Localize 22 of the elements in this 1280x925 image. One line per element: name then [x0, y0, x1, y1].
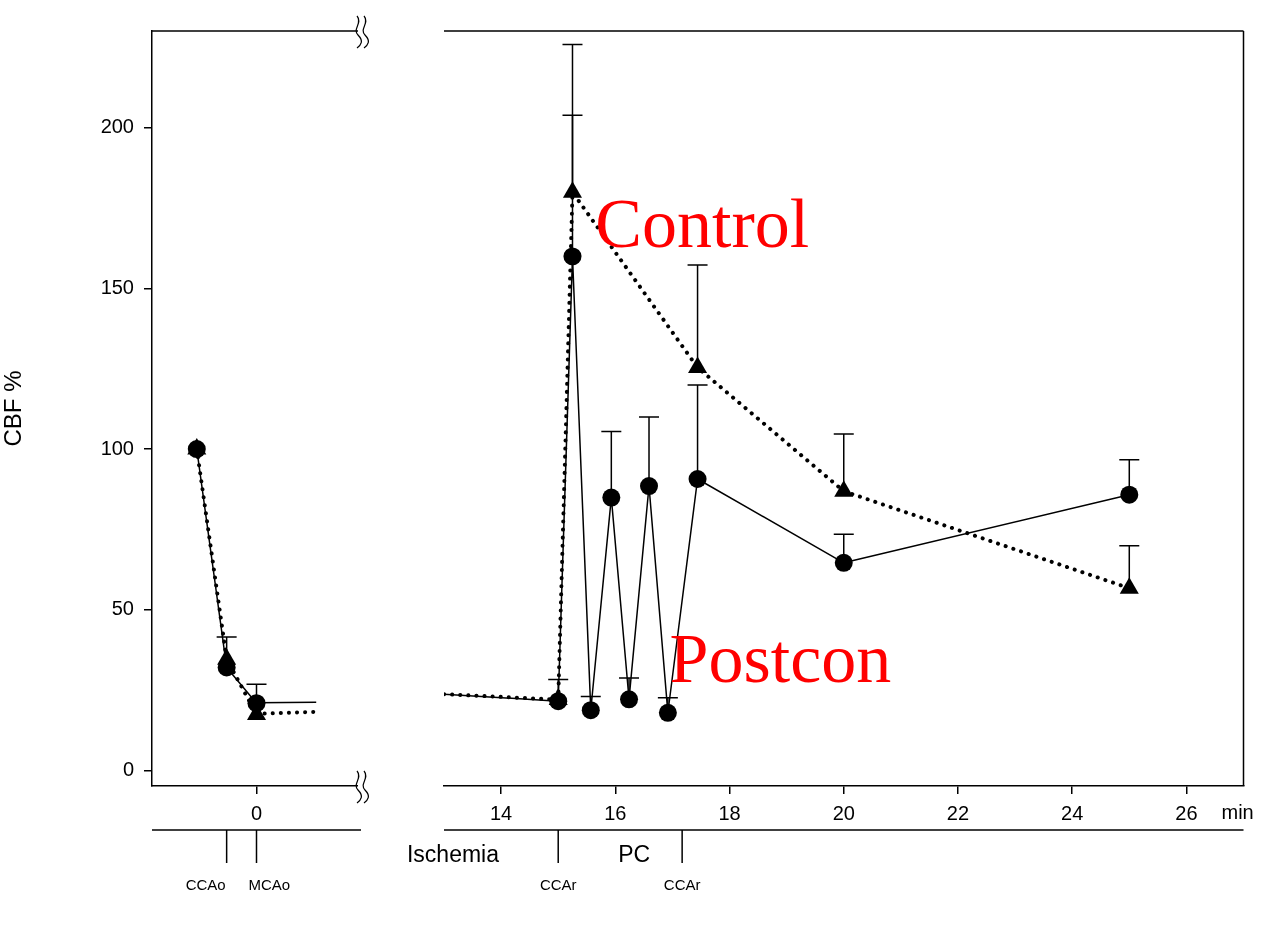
x-tick-label: 20 — [832, 801, 855, 824]
y-tick-label: 200 — [100, 115, 134, 138]
y-tick-label: 0 — [122, 757, 134, 780]
x-tick-label: 0 — [250, 801, 263, 824]
annotation: Control — [595, 184, 810, 262]
y-tick-label: 100 — [100, 436, 134, 459]
y-axis-title: CBF % — [0, 370, 27, 447]
y-tick-label: 50 — [111, 597, 134, 620]
x-tick-label: 18 — [718, 801, 741, 824]
ref-line-label: CCAr — [663, 876, 701, 894]
text: Ischemia — [406, 841, 500, 868]
x-tick-label: 14 — [489, 801, 513, 824]
y-tick-label: 150 — [100, 276, 134, 299]
ref-line-label: CCAr — [539, 876, 577, 894]
x-tick-label: 22 — [946, 801, 970, 824]
x-tick-label: 16 — [604, 801, 627, 824]
x-axis-title: min — [1221, 800, 1254, 823]
text: CCAo — [185, 876, 226, 894]
text: PC — [618, 841, 651, 868]
text: MCAo — [248, 876, 291, 894]
x-tick-label: 24 — [1061, 801, 1084, 824]
x-tick-label: 26 — [1175, 801, 1198, 824]
